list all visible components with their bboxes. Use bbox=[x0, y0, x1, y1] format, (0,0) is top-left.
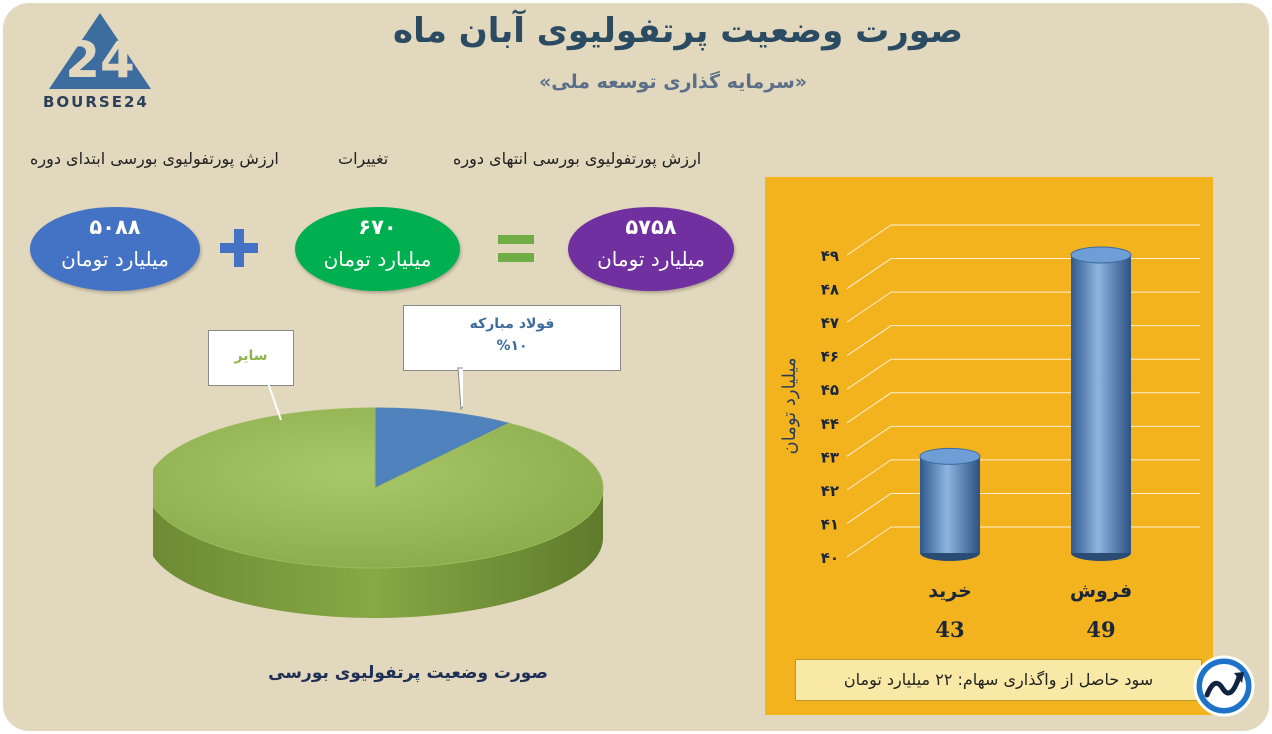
pie-side-wall bbox=[153, 488, 603, 618]
bar-chart-panel: ۴۰ ۴۱ ۴۲ ۴۳ ۴۴ ۴۵ ۴۶ ۴۷ ۴۸ ۴۹ میلیارد تومان خرید 43 ف… bbox=[765, 177, 1213, 715]
gridline bbox=[846, 425, 1200, 457]
bar-chart: ۴۰ ۴۱ ۴۲ ۴۳ ۴۴ ۴۵ ۴۶ ۴۷ ۴۸ ۴۹ میلیارد تومان خرید 43 ف… bbox=[779, 224, 1200, 642]
trend-arrow-icon bbox=[1193, 655, 1255, 717]
y-tick-label: ۴۷ bbox=[821, 314, 839, 332]
end-value-ellipse: ۵۷۵۸ میلیارد تومان bbox=[568, 207, 734, 291]
gridline bbox=[846, 224, 1200, 256]
gridline bbox=[846, 526, 1200, 558]
y-axis-label: میلیارد تومان bbox=[779, 357, 800, 454]
equals-sign bbox=[498, 231, 534, 265]
profit-note-text: سود حاصل از واگذاری سهام: ۲۲ میلیارد توم… bbox=[843, 670, 1154, 689]
callout-other-label: سایر bbox=[234, 348, 268, 364]
change-value: ۶۷۰ bbox=[358, 215, 397, 239]
gridline bbox=[846, 358, 1200, 390]
pie-chart bbox=[153, 407, 604, 618]
label-start-of-period: ارزش پورتفولیوی بورسی ابتدای دوره bbox=[30, 149, 279, 168]
gridline bbox=[846, 325, 1200, 357]
gridline bbox=[846, 492, 1200, 524]
change-value-unit: میلیارد تومان bbox=[323, 247, 432, 271]
category-label: فروش bbox=[1070, 580, 1132, 602]
end-value: ۵۷۵۸ bbox=[625, 215, 677, 239]
y-tick-label: ۴۶ bbox=[821, 348, 839, 366]
bar-buy bbox=[919, 447, 981, 561]
y-tick-label: ۴۴ bbox=[821, 415, 839, 433]
infographic-card: 24 BOURSE24 صورت وضعیت پرتفولیوی آبان ما… bbox=[3, 3, 1269, 731]
bar-value-label: 49 bbox=[1086, 617, 1115, 642]
y-tick-label: ۴۳ bbox=[821, 448, 839, 466]
callout-foolad-pointer bbox=[457, 367, 463, 411]
label-changes: تغییرات bbox=[338, 149, 389, 168]
y-tick-label: ۴۰ bbox=[821, 549, 839, 567]
category-label: خرید bbox=[928, 580, 972, 602]
y-tick-label: ۴۸ bbox=[821, 281, 839, 299]
change-value-ellipse: ۶۷۰ میلیارد تومان bbox=[295, 207, 460, 291]
plus-sign bbox=[220, 229, 258, 267]
y-tick-label: ۴۵ bbox=[821, 381, 839, 399]
end-value-unit: میلیارد تومان bbox=[597, 247, 705, 271]
bourse24-logo: 24 bbox=[43, 11, 158, 93]
y-tick-label: ۴۲ bbox=[821, 482, 839, 500]
callout-foolad-pct: %۱۰ bbox=[496, 338, 528, 354]
start-value-ellipse: ۵۰۸۸ میلیارد تومان bbox=[30, 207, 200, 291]
callout-foolad-label: فولاد مبارکه bbox=[469, 316, 555, 332]
profit-note: سود حاصل از واگذاری سهام: ۲۲ میلیارد توم… bbox=[795, 659, 1202, 701]
logo-numeral: 24 bbox=[65, 31, 135, 89]
y-tick-label: ۴۹ bbox=[821, 247, 839, 265]
page-title: صورت وضعیت پرتفولیوی آبان ماه bbox=[393, 11, 963, 51]
page-subtitle: «سرمایه گذاری توسعه ملی» bbox=[538, 71, 808, 93]
pie-slice-other bbox=[153, 407, 604, 569]
bar-sell bbox=[1070, 246, 1132, 561]
pie-slice-foolad bbox=[374, 407, 511, 489]
gridline bbox=[846, 258, 1200, 289]
callout-foolad: فولاد مبارکه %۱۰ bbox=[403, 305, 621, 371]
gridline bbox=[846, 291, 1200, 323]
callout-pointers bbox=[267, 367, 463, 421]
start-value: ۵۰۸۸ bbox=[89, 215, 141, 239]
bar-value-label: 43 bbox=[935, 617, 964, 642]
y-tick-label: ۴۱ bbox=[821, 515, 839, 533]
gridline bbox=[846, 392, 1200, 424]
callout-other-pointer bbox=[267, 382, 282, 421]
label-end-of-period: ارزش پورتفولیوی بورسی انتهای دوره bbox=[453, 149, 702, 168]
gridline bbox=[846, 459, 1200, 491]
start-value-unit: میلیارد تومان bbox=[61, 247, 169, 271]
callout-other: سایر bbox=[208, 330, 294, 386]
pie-caption: صورت وضعیت پرتفولیوی بورسی bbox=[268, 663, 548, 683]
logo-triangle-icon: 24 bbox=[49, 13, 151, 89]
logo-text: BOURSE24 bbox=[43, 93, 149, 111]
